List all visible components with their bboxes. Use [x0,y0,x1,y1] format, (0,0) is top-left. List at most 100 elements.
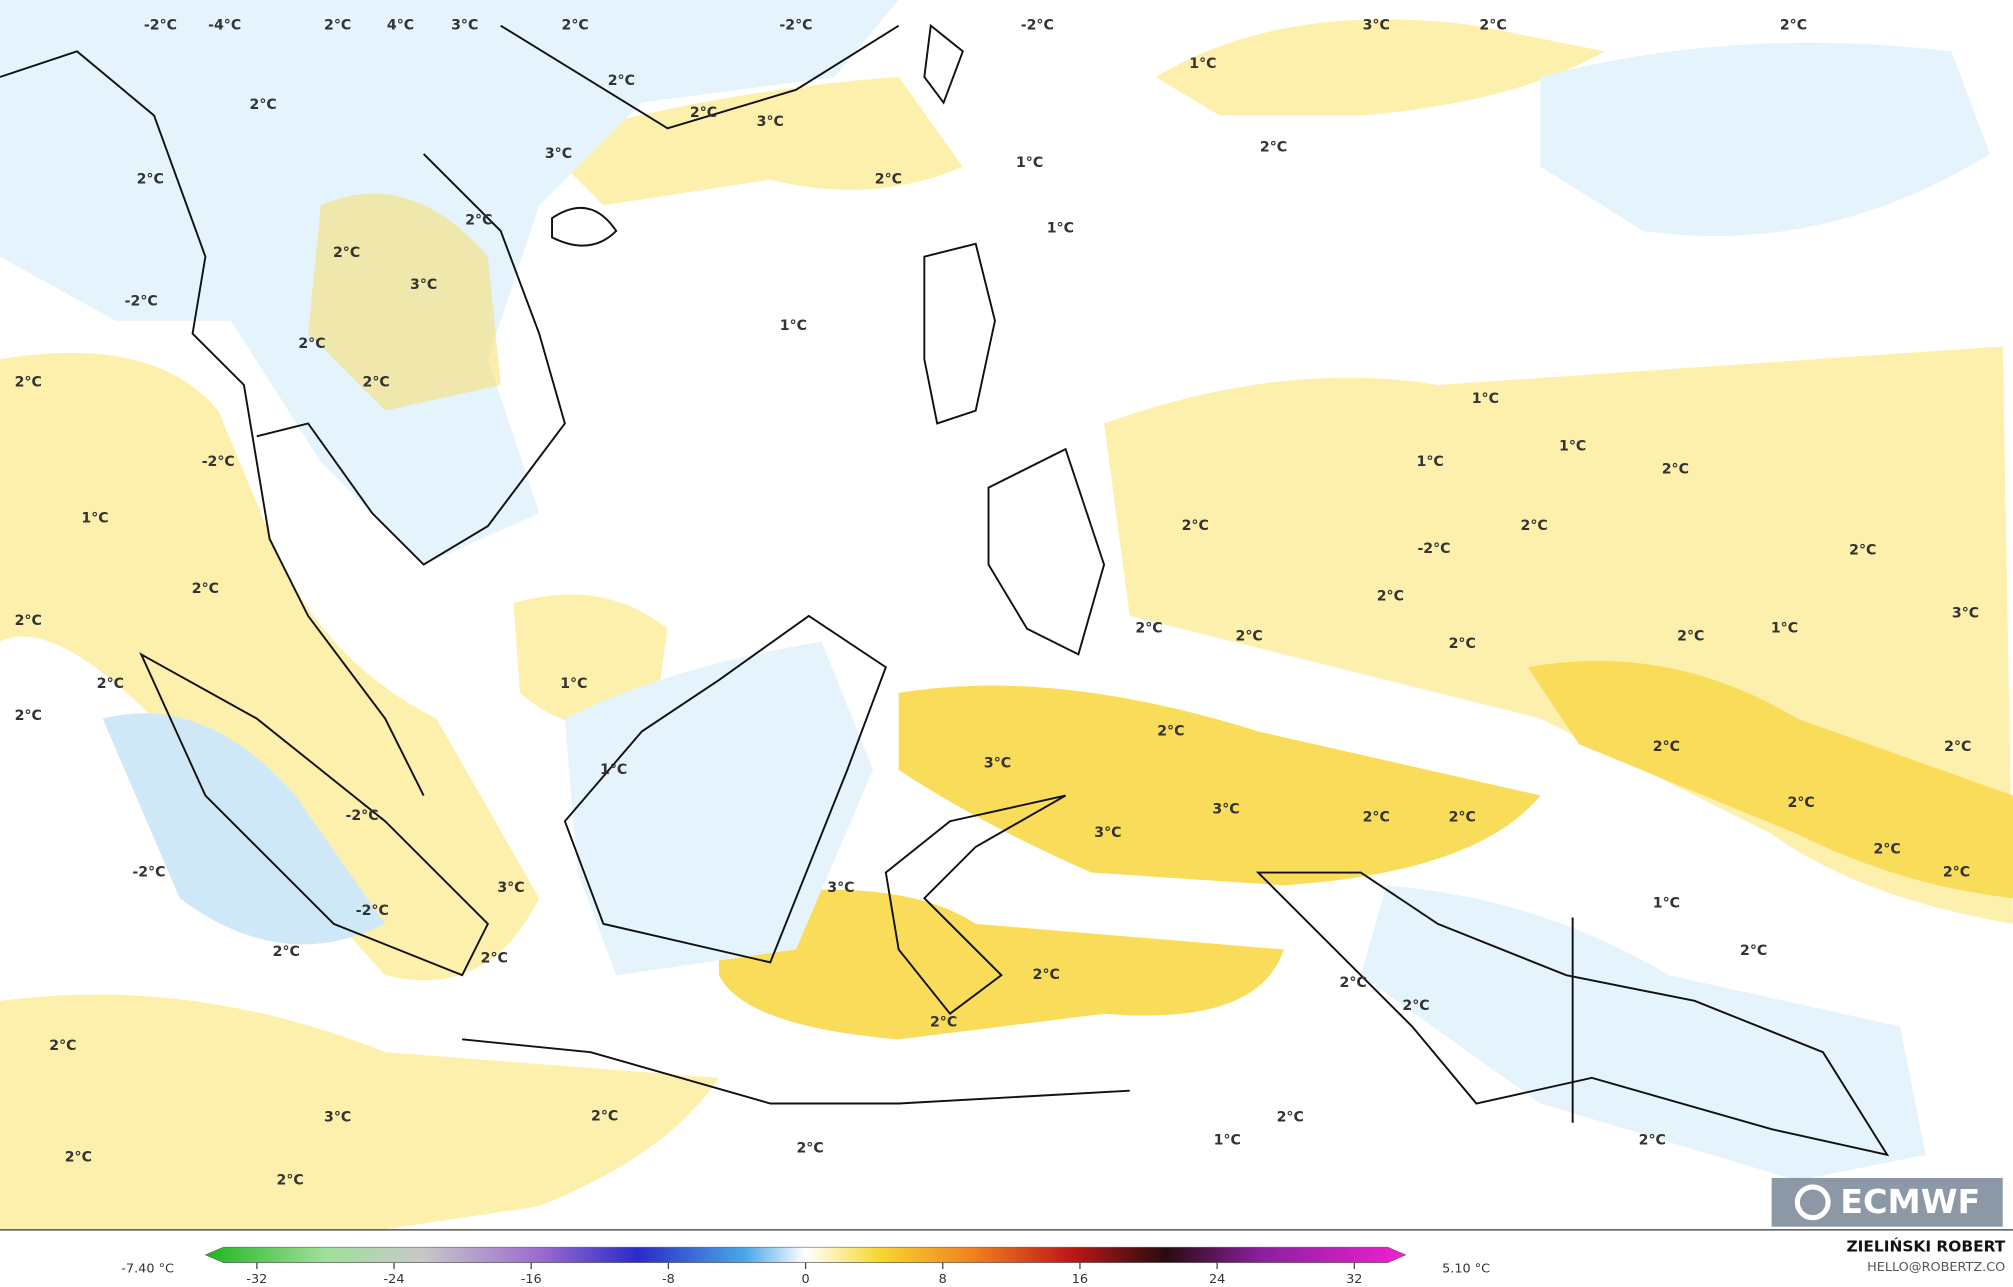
contour-label: 2°C [1363,809,1390,825]
contour-label: 3°C [1952,605,1979,621]
contour-labels: -2°C -4°C 2°C 4°C 3°C 2°C -2°C -2°C 3°C 2°C 2°C 1°C… [15,18,1979,1189]
logo-icon [1794,1184,1831,1221]
colorbar-tick-label: 16 [1072,1272,1088,1287]
contour-label: 2°C [1157,723,1184,739]
coastlines [0,23,1890,1157]
colorbar-tick-label: 32 [1346,1272,1362,1287]
contour-label: 1°C [600,762,627,778]
contour-label: 2°C [1677,628,1704,644]
credit-contact: HELLO@ROBERTZ.CO [1867,1260,2005,1275]
logo: ECMWF [1771,1177,2003,1227]
contour-label: 2°C [298,336,325,352]
contour-label: 2°C [1479,18,1506,34]
contour-label: 2°C [1135,621,1162,637]
colorbar-tick-label: 24 [1209,1272,1225,1287]
contour-label: 2°C [1277,1110,1304,1126]
contour-label: 3°C [757,114,784,130]
contour-label: 1°C [1417,454,1444,470]
contour-label: 2°C [796,1140,823,1156]
contour-label: 2°C [1260,140,1287,156]
contour-label: 2°C [15,374,42,390]
colorbar: -7.40 °C 5.10 °C -32 -24 -16 -8 0 8 16 24 32 [121,1246,1490,1287]
contour-label: 2°C [1788,795,1815,811]
colorbar-tick-label: 8 [939,1272,947,1287]
contour-label: 1°C [1047,220,1074,236]
contour-label: -2°C [1417,541,1450,557]
contour-label: 2°C [1662,462,1689,478]
contour-label: 2°C [1874,841,1901,857]
colorbar-tick-label: 0 [801,1272,809,1287]
contour-label: 1°C [1016,155,1043,171]
contour-label: -2°C [356,903,389,919]
contour-label: 2°C [1340,975,1367,991]
contour-label: 2°C [690,105,717,121]
contour-label: 2°C [15,613,42,629]
contour-label: 2°C [333,245,360,261]
contour-label: 3°C [497,880,524,896]
contour-label: 3°C [410,277,437,293]
contour-label: 2°C [273,944,300,960]
contour-label: -2°C [202,454,235,470]
contour-label: 3°C [827,880,854,896]
contour-label: 3°C [324,1110,351,1126]
contour-label: 2°C [1449,809,1476,825]
contour-label: 2°C [608,73,635,89]
contour-label: 2°C [1653,739,1680,755]
contour-label: 2°C [15,708,42,724]
contour-label: 2°C [250,97,277,113]
contour-label: 2°C [591,1108,618,1124]
contour-label: 1°C [1214,1133,1241,1149]
contour-label: 2°C [1236,628,1263,644]
contour-label: -2°C [1021,18,1054,34]
contour-label: 3°C [984,755,1011,771]
contour-label: 1°C [1472,391,1499,407]
contour-label: -4°C [208,18,241,34]
contour-label: 2°C [324,18,351,34]
contour-label: 2°C [97,676,124,692]
contour-label: 2°C [137,172,164,188]
contour-label: -2°C [779,18,812,34]
contour-label: 2°C [1780,18,1807,34]
contour-label: 2°C [363,374,390,390]
contour-label: 2°C [465,213,492,229]
colorbar-max: 5.10 °C [1442,1262,1490,1277]
contour-label: 2°C [1849,542,1876,558]
contour-label: 1°C [81,510,108,526]
contour-label: 2°C [1449,636,1476,652]
contour-label: -2°C [132,865,165,881]
contour-label: 2°C [1943,865,1970,881]
contour-label: -2°C [125,294,158,310]
contour-label: 2°C [481,951,508,967]
contour-label: 2°C [1033,967,1060,983]
contour-label: 2°C [192,581,219,597]
contour-label: 3°C [451,18,478,34]
contour-label: 3°C [545,146,572,162]
contour-label: 2°C [1182,518,1209,534]
contour-label: 2°C [875,172,902,188]
contour-label: 1°C [1653,895,1680,911]
colorbar-tick-label: -8 [662,1272,675,1287]
contour-label: 3°C [1094,825,1121,841]
colorbar-tick-label: -16 [521,1272,542,1287]
colorbar-min: -7.40 °C [121,1262,174,1277]
contour-label: 1°C [780,318,807,334]
contour-label: 2°C [562,18,589,34]
contour-label: 1°C [1559,439,1586,455]
contour-label: 2°C [49,1038,76,1054]
contour-label: 1°C [560,676,587,692]
contour-label: 3°C [1212,802,1239,818]
contour-label: -2°C [345,808,378,824]
contour-label: 2°C [1740,943,1767,959]
contour-label: -2°C [144,18,177,34]
credit-author: ZIELIŃSKI ROBERT [1847,1237,2006,1256]
contour-label: 2°C [930,1015,957,1031]
colorbar-ramp [204,1246,1407,1263]
anomaly-field [0,0,2013,1230]
colorbar-tick-label: -24 [384,1272,405,1287]
logo-text: ECMWF [1840,1182,1980,1221]
contour-label: 2°C [1402,998,1429,1014]
contour-label: 2°C [1639,1133,1666,1149]
colorbar-tick-label: -32 [246,1272,267,1287]
contour-label: 2°C [1944,739,1971,755]
